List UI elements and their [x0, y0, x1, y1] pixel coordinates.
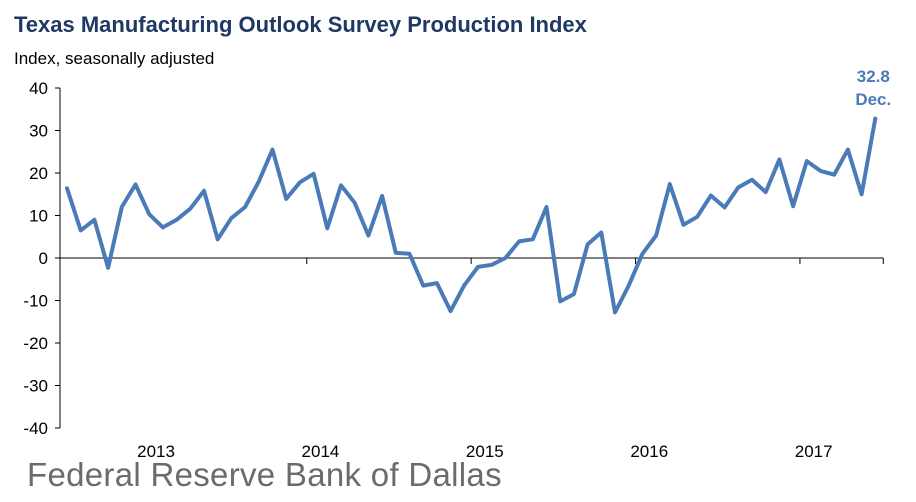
y-tick-label: 40: [29, 79, 48, 98]
y-tick-label: -10: [23, 292, 48, 311]
chart-title: Texas Manufacturing Outlook Survey Produ…: [14, 12, 587, 37]
x-tick-label: 2016: [630, 442, 668, 461]
footer-credit: Federal Reserve Bank of Dallas: [27, 456, 502, 493]
x-tick-label: 2014: [302, 442, 340, 461]
last-period-label: Dec.: [855, 90, 891, 109]
y-axis-label: Index, seasonally adjusted: [14, 49, 215, 68]
y-tick-label: -40: [23, 419, 48, 438]
y-tick-label: 30: [29, 122, 48, 141]
y-tick-label: 0: [39, 249, 48, 268]
production-index-line: [65, 116, 878, 315]
x-tick-label: 2013: [137, 442, 175, 461]
y-tick-label: -20: [23, 334, 48, 353]
y-tick-label: 10: [29, 207, 48, 226]
y-tick-label: 20: [29, 164, 48, 183]
y-tick-label: -30: [23, 377, 48, 396]
x-tick-label: 2017: [795, 442, 833, 461]
x-tick-label: 2015: [466, 442, 504, 461]
last-value-label: 32.8: [857, 67, 890, 86]
